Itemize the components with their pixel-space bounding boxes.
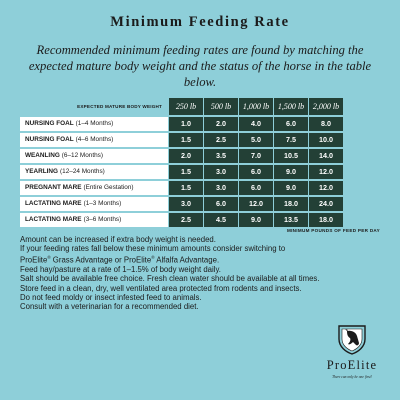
table-cell: 2.5	[204, 132, 238, 147]
table-cell: 24.0	[309, 196, 343, 211]
row-detail: (1–4 Months)	[75, 120, 114, 128]
registered-mark: ®	[151, 255, 155, 261]
note-line: ProElite® Grass Advantage or ProElite® A…	[20, 253, 320, 265]
table-cell: 6.0	[239, 164, 273, 179]
row-name: WEANLING	[25, 152, 60, 160]
table-cell: 18.0	[274, 196, 308, 211]
row-name: YEARLING	[25, 168, 59, 176]
brand-tagline: There can only be one first!	[332, 375, 372, 379]
table-cell: 12.0	[239, 196, 273, 211]
table-cell: 7.0	[239, 148, 273, 163]
table-cell: 4.0	[239, 116, 273, 131]
subtitle: Recommended minimum feeding rates are fo…	[28, 43, 372, 89]
table-row: LACTATING MARE (1–3 Months) 3.0 6.0 12.0 …	[20, 196, 380, 211]
note-line: Salt should be available free choice. Fr…	[20, 274, 320, 284]
row-detail: (1–3 Months)	[83, 200, 122, 208]
table-cell: 3.5	[204, 148, 238, 163]
table-cell: 6.0	[239, 180, 273, 195]
table-cell: 3.0	[169, 196, 203, 211]
note-line: Store feed in a clean, dry, well ventila…	[20, 283, 302, 293]
table-cell: 18.0	[309, 212, 343, 227]
table-cell: 3.0	[204, 180, 238, 195]
table-cell: 1.5	[169, 132, 203, 147]
weight-header: 2,000 lb	[309, 98, 343, 115]
table-cell: 6.0	[204, 196, 238, 211]
note-line: Do not feed moldy or insect infested fee…	[20, 292, 202, 302]
feeding-notes: Amount can be increased if extra body we…	[20, 235, 320, 311]
row-label: NURSING FOAL (4–6 Months)	[20, 132, 168, 147]
note-line: If your feeding rates fall below these m…	[20, 244, 286, 254]
table-cell: 1.5	[169, 180, 203, 195]
table-row: PREGNANT MARE (Entire Gestation) 1.5 3.0 …	[20, 180, 380, 195]
row-name: NURSING FOAL	[25, 136, 74, 144]
table-cell: 5.0	[239, 132, 273, 147]
brand-logo: ProElite There can only be one first!	[318, 322, 386, 379]
weight-header: 500 lb	[204, 98, 238, 115]
note-text: Alfalfa Advantage.	[154, 256, 220, 265]
row-name: PREGNANT MARE	[25, 184, 82, 192]
weight-header: 1,500 lb	[274, 98, 308, 115]
row-label: YEARLING (12–24 Months)	[20, 164, 168, 179]
table-cell: 4.5	[204, 212, 238, 227]
registered-mark: ®	[47, 255, 51, 261]
horse-head-shield-icon	[338, 325, 366, 355]
table-cell: 9.0	[274, 164, 308, 179]
page-title: Minimum Feeding Rate	[110, 14, 290, 30]
row-detail: (Entire Gestation)	[83, 184, 134, 192]
note-line: Amount can be increased if extra body we…	[20, 235, 216, 244]
table-cell: 1.0	[169, 116, 203, 131]
row-name: LACTATING MARE	[25, 200, 82, 208]
feeding-rate-table: Expected mature body weight 250 lb 500 l…	[20, 98, 380, 227]
table-row: NURSING FOAL (4–6 Months) 1.5 2.5 5.0 7.5…	[20, 132, 380, 147]
note-line: Feed hay/pasture at a rate of 1–1.5% of …	[20, 265, 221, 275]
table-row: WEANLING (6–12 Months) 2.0 3.5 7.0 10.5 1…	[20, 148, 380, 163]
table-footnote: Minimum pounds of feed per day	[286, 228, 380, 233]
note-text: Grass Advantage or ProElite	[50, 256, 152, 265]
row-name: NURSING FOAL	[25, 120, 74, 128]
table-cell: 9.0	[274, 180, 308, 195]
note-line: Consult with a veterinarian for a recomm…	[20, 302, 199, 312]
row-detail: (3–6 Months)	[83, 216, 122, 224]
row-detail: (6–12 Months)	[61, 152, 104, 160]
brand-name: ProElite	[326, 358, 378, 372]
table-cell: 10.0	[309, 132, 343, 147]
row-detail: (4–6 Months)	[75, 136, 114, 144]
table-header-row: Expected mature body weight 250 lb 500 l…	[20, 98, 380, 115]
row-label: LACTATING MARE (1–3 Months)	[20, 196, 168, 211]
weight-header: 250 lb	[169, 98, 203, 115]
table-row: NURSING FOAL (1–4 Months) 1.0 2.0 4.0 6.0…	[20, 116, 380, 131]
table-cell: 12.0	[309, 164, 343, 179]
table-row: YEARLING (12–24 Months) 1.5 3.0 6.0 9.0 1…	[20, 164, 380, 179]
table-cell: 14.0	[309, 148, 343, 163]
table-cell: 3.0	[204, 164, 238, 179]
table-cell: 7.5	[274, 132, 308, 147]
table-cell: 1.5	[169, 164, 203, 179]
table-cell: 10.5	[274, 148, 308, 163]
table-cell: 8.0	[309, 116, 343, 131]
note-text: ProElite	[20, 256, 48, 265]
table-cell: 9.0	[239, 212, 273, 227]
row-detail: (12–24 Months)	[60, 168, 105, 176]
row-name: LACTATING MARE	[25, 216, 82, 224]
table-cell: 12.0	[309, 180, 343, 195]
table-row: LACTATING MARE (3–6 Months) 2.5 4.5 9.0 1…	[20, 212, 380, 227]
row-label: NURSING FOAL (1–4 Months)	[20, 116, 168, 131]
table-cell: 13.5	[274, 212, 308, 227]
table-cell: 2.0	[204, 116, 238, 131]
table-cell: 2.5	[169, 212, 203, 227]
table-cell: 6.0	[274, 116, 308, 131]
table-cell: 2.0	[169, 148, 203, 163]
row-label: LACTATING MARE (3–6 Months)	[20, 212, 168, 227]
weight-header: 1,000 lb	[239, 98, 273, 115]
header-label: Expected mature body weight	[77, 104, 162, 109]
row-label: WEANLING (6–12 Months)	[20, 148, 168, 163]
row-label: PREGNANT MARE (Entire Gestation)	[20, 180, 168, 195]
